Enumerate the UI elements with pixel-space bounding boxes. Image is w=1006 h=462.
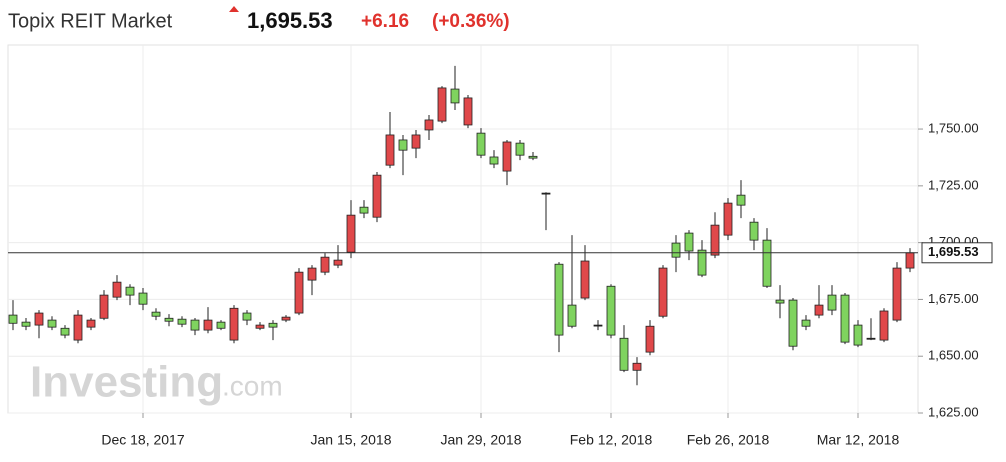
- candle-body: [346, 214, 356, 253]
- last-price: 1,695.53: [247, 8, 333, 33]
- candle-body: [294, 271, 304, 314]
- candle-body: [684, 232, 694, 252]
- candle-body: [190, 319, 200, 331]
- candle-body: [216, 321, 226, 329]
- candle-body: [671, 242, 681, 258]
- y-tick-label: 1,750.00: [928, 120, 979, 135]
- candle-body: [86, 319, 96, 328]
- candle-body: [528, 155, 538, 159]
- candle-body: [47, 319, 57, 328]
- candle-body: [580, 260, 590, 299]
- candle-body: [424, 119, 434, 131]
- candle-body: [138, 292, 148, 305]
- candle-body: [151, 311, 161, 317]
- candle-body: [359, 206, 369, 214]
- candle-body: [437, 87, 447, 122]
- candle-body: [554, 263, 564, 336]
- candle-body: [632, 362, 642, 371]
- candle-body: [177, 318, 187, 325]
- candle-body: [164, 317, 174, 322]
- candle-body: [8, 314, 18, 324]
- candle-body: [619, 337, 629, 371]
- candle-body: [775, 299, 785, 304]
- candle-body: [840, 294, 850, 343]
- x-tick-label: Jan 29, 2018: [441, 432, 522, 448]
- candle-body: [905, 252, 915, 269]
- candle-body: [398, 139, 408, 151]
- candle-body: [827, 294, 837, 311]
- x-tick-label: Mar 12, 2018: [817, 432, 900, 448]
- candle-body: [645, 325, 655, 353]
- watermark-suffix: .com: [222, 370, 283, 401]
- watermark: Investing: [30, 358, 223, 407]
- candle-body: [463, 97, 473, 126]
- candle-body: [801, 319, 811, 327]
- candle-body: [658, 267, 668, 317]
- candle-body: [723, 202, 733, 236]
- up-arrow-icon: [229, 6, 239, 12]
- last-price-box: [921, 242, 993, 264]
- candle-body: [255, 324, 265, 329]
- candle-body: [281, 316, 291, 321]
- price-change-percent: (+0.36%): [432, 11, 510, 32]
- candle-body: [866, 337, 876, 340]
- candle-body: [736, 194, 746, 206]
- candle-body: [21, 321, 31, 327]
- candle-body: [567, 304, 577, 327]
- candle-body: [515, 142, 525, 156]
- candle-body: [489, 156, 499, 165]
- candle-body: [112, 281, 122, 298]
- candle-body: [411, 134, 421, 149]
- candle-body: [125, 286, 135, 296]
- candle-body: [229, 307, 239, 341]
- y-tick-label: 1,725.00: [928, 177, 979, 192]
- candle-body: [814, 304, 824, 316]
- candle-body: [879, 310, 889, 341]
- candle-body: [99, 294, 109, 319]
- candle-body: [385, 134, 395, 166]
- candle-body: [892, 267, 902, 321]
- candle-body: [268, 322, 278, 328]
- candle-body: [320, 256, 330, 273]
- last-price-label: 1,695.53: [928, 244, 979, 259]
- y-tick-label: 1,625.00: [928, 404, 979, 419]
- candle-body: [853, 324, 863, 346]
- candle-body: [450, 88, 460, 104]
- candle-body: [60, 327, 70, 336]
- candle-body: [333, 259, 343, 266]
- candle-body: [606, 285, 616, 336]
- candle-body: [541, 192, 551, 195]
- candle-body: [710, 224, 720, 256]
- candle-body: [749, 221, 759, 241]
- candle-body: [476, 132, 486, 156]
- candle-body: [73, 314, 83, 341]
- candle-body: [788, 299, 798, 347]
- x-tick-label: Dec 18, 2017: [101, 432, 184, 448]
- x-tick-label: Feb 12, 2018: [570, 432, 653, 448]
- chart-title: Topix REIT Market: [8, 10, 173, 32]
- candle-body: [203, 319, 213, 331]
- candle-body: [372, 174, 382, 218]
- candle-body: [242, 312, 252, 321]
- price-change: +6.16: [361, 11, 409, 32]
- x-tick-label: Jan 15, 2018: [311, 432, 392, 448]
- candle-body: [593, 324, 603, 327]
- candle-body: [307, 267, 317, 281]
- y-tick-label: 1,650.00: [928, 348, 979, 363]
- x-tick-label: Feb 26, 2018: [687, 432, 770, 448]
- candle-body: [34, 312, 44, 326]
- candle-body: [762, 239, 772, 287]
- y-tick-label: 1,675.00: [928, 291, 979, 306]
- candle-body: [697, 249, 707, 276]
- candle-body: [502, 141, 512, 172]
